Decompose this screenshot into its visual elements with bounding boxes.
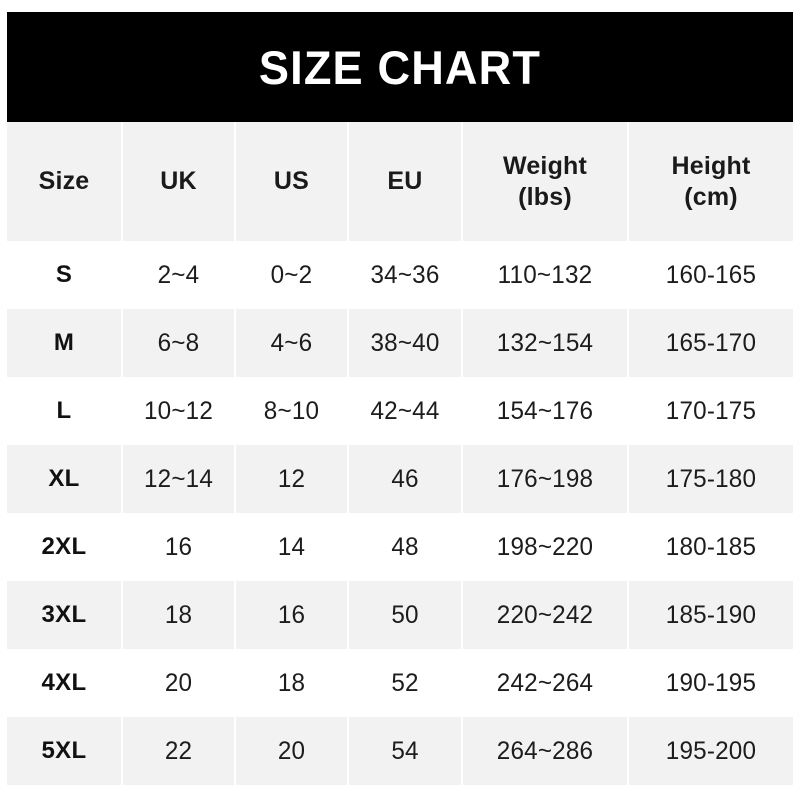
- column-header-uk: UK: [121, 122, 236, 241]
- cell-size: M: [7, 309, 123, 377]
- cell-height: 195-200: [629, 717, 791, 785]
- cell-uk: 18: [122, 581, 235, 649]
- cell-uk: 16: [122, 513, 235, 581]
- column-header-us-line1: US: [273, 167, 310, 196]
- column-header-eu: EU: [347, 122, 463, 241]
- cell-height: 185-190: [629, 581, 791, 649]
- column-header-us: US: [234, 122, 349, 241]
- title-banner: SIZE CHART: [7, 12, 793, 122]
- cell-weight: 132~154: [463, 309, 627, 377]
- header-row: Size UK US EU Weight (lbs): [7, 122, 793, 241]
- cell-uk: 20: [122, 649, 235, 717]
- table-row: XL 12~14 12 46 176~198 175-180: [7, 445, 793, 513]
- size-chart-table: Size UK US EU Weight (lbs): [7, 122, 793, 785]
- cell-weight: 198~220: [463, 513, 627, 581]
- table-body: S 2~4 0~2 34~36 110~132 160-165 M 6~8 4~…: [7, 241, 793, 785]
- cell-eu: 48: [348, 513, 462, 581]
- cell-weight: 264~286: [463, 717, 627, 785]
- cell-weight: 242~264: [463, 649, 627, 717]
- cell-uk: 10~12: [122, 377, 235, 445]
- cell-uk: 12~14: [122, 445, 235, 513]
- column-header-height-line1: Height: [671, 152, 751, 180]
- cell-weight: 220~242: [463, 581, 627, 649]
- cell-eu: 38~40: [348, 309, 462, 377]
- column-header-weight-line2: (lbs): [518, 182, 572, 211]
- cell-eu: 46: [348, 445, 462, 513]
- table-header: Size UK US EU Weight (lbs): [7, 122, 793, 241]
- cell-height: 180-185: [629, 513, 791, 581]
- cell-us: 14: [235, 513, 348, 581]
- cell-height: 190-195: [629, 649, 791, 717]
- column-header-uk-line1: UK: [160, 167, 197, 196]
- cell-us: 12: [235, 445, 348, 513]
- column-header-weight: Weight (lbs): [461, 122, 629, 241]
- table-row: 3XL 18 16 50 220~242 185-190: [7, 581, 793, 649]
- cell-eu: 54: [348, 717, 462, 785]
- cell-eu: 42~44: [348, 377, 462, 445]
- column-header-eu-line1: EU: [387, 167, 423, 196]
- cell-size: S: [7, 241, 123, 309]
- cell-us: 18: [235, 649, 348, 717]
- cell-size: 5XL: [7, 717, 123, 785]
- cell-eu: 50: [348, 581, 462, 649]
- table-row: 4XL 20 18 52 242~264 190-195: [7, 649, 793, 717]
- cell-size: 2XL: [7, 513, 123, 581]
- cell-eu: 34~36: [348, 241, 462, 309]
- cell-uk: 22: [122, 717, 235, 785]
- cell-us: 20: [235, 717, 348, 785]
- cell-uk: 6~8: [122, 309, 235, 377]
- column-header-weight-line1: Weight: [502, 152, 588, 180]
- cell-uk: 2~4: [122, 241, 235, 309]
- cell-size: 3XL: [7, 581, 123, 649]
- cell-eu: 52: [348, 649, 462, 717]
- cell-us: 4~6: [235, 309, 348, 377]
- cell-weight: 176~198: [463, 445, 627, 513]
- cell-height: 175-180: [629, 445, 791, 513]
- page-title: SIZE CHART: [258, 40, 542, 94]
- cell-us: 16: [235, 581, 348, 649]
- table-row: M 6~8 4~6 38~40 132~154 165-170: [7, 309, 793, 377]
- cell-height: 170-175: [629, 377, 791, 445]
- cell-height: 160-165: [629, 241, 791, 309]
- table-row: L 10~12 8~10 42~44 154~176 170-175: [7, 377, 793, 445]
- cell-size: XL: [7, 445, 123, 513]
- cell-size: L: [7, 377, 123, 445]
- column-header-size: Size: [7, 122, 123, 241]
- size-chart-container: SIZE CHART Size UK: [7, 12, 793, 789]
- table-row: S 2~4 0~2 34~36 110~132 160-165: [7, 241, 793, 309]
- cell-weight: 110~132: [463, 241, 627, 309]
- cell-us: 8~10: [235, 377, 348, 445]
- cell-us: 0~2: [235, 241, 348, 309]
- cell-size: 4XL: [7, 649, 123, 717]
- cell-weight: 154~176: [463, 377, 627, 445]
- cell-height: 165-170: [629, 309, 791, 377]
- table-row: 5XL 22 20 54 264~286 195-200: [7, 717, 793, 785]
- table-row: 2XL 16 14 48 198~220 180-185: [7, 513, 793, 581]
- column-header-size-line1: Size: [38, 167, 90, 196]
- column-header-height: Height (cm): [627, 122, 793, 241]
- column-header-height-line2: (cm): [684, 182, 738, 211]
